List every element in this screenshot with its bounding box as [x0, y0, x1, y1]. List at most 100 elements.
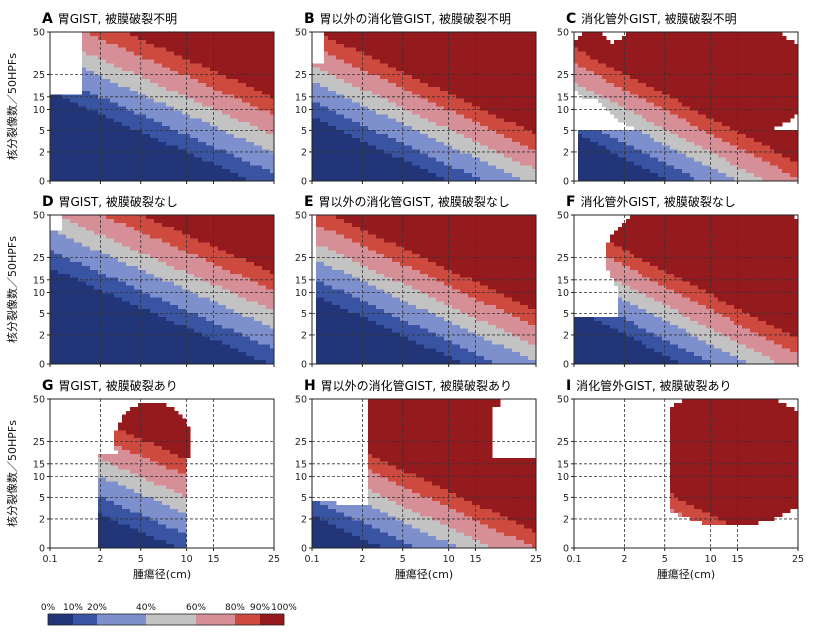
heatmap-cell	[432, 83, 436, 87]
heatmap-cell	[392, 79, 396, 83]
heatmap-cell	[254, 138, 258, 142]
heatmap-cell	[706, 32, 710, 36]
heatmap-cell	[146, 87, 150, 91]
heatmap-cell	[262, 56, 266, 60]
heatmap-cell	[102, 134, 106, 138]
heatmap-cell	[500, 138, 504, 142]
heatmap-cell	[428, 71, 432, 75]
heatmap-cell	[602, 56, 606, 60]
heatmap-cell	[222, 44, 226, 48]
heatmap-cell	[646, 52, 650, 56]
heatmap-cell	[170, 52, 174, 56]
heatmap-cell	[106, 87, 110, 91]
heatmap-cell	[408, 79, 412, 83]
heatmap-cell	[646, 40, 650, 44]
heatmap-cell	[250, 173, 254, 177]
heatmap-cell	[690, 83, 694, 87]
heatmap-cell	[110, 157, 114, 161]
heatmap-cell	[524, 107, 528, 111]
heatmap-cell	[170, 83, 174, 87]
heatmap-cell	[790, 56, 794, 60]
heatmap-cell	[492, 142, 496, 146]
heatmap-cell	[190, 146, 194, 150]
heatmap-cell	[364, 75, 368, 79]
heatmap-cell	[90, 142, 94, 146]
heatmap-cell	[344, 122, 348, 126]
heatmap-cell	[150, 122, 154, 126]
heatmap-cell	[404, 154, 408, 158]
heatmap-cell	[162, 67, 166, 71]
heatmap-cell	[602, 48, 606, 52]
heatmap-cell	[790, 52, 794, 56]
heatmap-cell	[626, 75, 630, 79]
heatmap-cell	[138, 87, 142, 91]
heatmap-cell	[254, 48, 258, 52]
heatmap-cell	[54, 114, 58, 118]
heatmap-cell	[476, 114, 480, 118]
heatmap-cell	[348, 154, 352, 158]
heatmap-cell	[226, 67, 230, 71]
heatmap-cell	[444, 122, 448, 126]
heatmap-cell	[238, 118, 242, 122]
heatmap-cell	[512, 83, 516, 87]
heatmap-cell	[690, 71, 694, 75]
heatmap-cell	[316, 110, 320, 114]
heatmap-cell	[440, 75, 444, 79]
heatmap-cell	[110, 134, 114, 138]
heatmap-cell	[516, 157, 520, 161]
heatmap-cell	[380, 91, 384, 95]
heatmap-cell	[504, 79, 508, 83]
heatmap-cell	[348, 157, 352, 161]
heatmap-cell	[246, 52, 250, 56]
heatmap-cell	[484, 32, 488, 36]
heatmap-cell	[582, 71, 586, 75]
heatmap-cell	[138, 67, 142, 71]
heatmap-cell	[412, 40, 416, 44]
heatmap-cell	[258, 52, 262, 56]
heatmap-cell	[578, 67, 582, 71]
heatmap-cell	[190, 59, 194, 63]
heatmap-cell	[496, 87, 500, 91]
heatmap-cell	[388, 118, 392, 122]
heatmap-cell	[74, 146, 78, 150]
heatmap-cell	[218, 87, 222, 91]
heatmap-cell	[582, 36, 586, 40]
heatmap-cell	[404, 36, 408, 40]
heatmap-cell	[598, 71, 602, 75]
heatmap-cell	[110, 142, 114, 146]
heatmap-cell	[484, 165, 488, 169]
heatmap-cell	[142, 32, 146, 36]
heatmap-cell	[344, 52, 348, 56]
heatmap-cell	[324, 75, 328, 79]
heatmap-cell	[316, 169, 320, 173]
heatmap-cell	[436, 67, 440, 71]
heatmap-cell	[464, 165, 468, 169]
heatmap-cell	[146, 75, 150, 79]
heatmap-cell	[610, 48, 614, 52]
heatmap-cell	[380, 99, 384, 103]
heatmap-cell	[222, 157, 226, 161]
heatmap-cell	[524, 169, 528, 173]
heatmap-cell	[316, 91, 320, 95]
heatmap-cell	[698, 63, 702, 67]
heatmap-cell	[94, 75, 98, 79]
heatmap-cell	[190, 75, 194, 79]
heatmap-cell	[74, 169, 78, 173]
heatmap-cell	[174, 114, 178, 118]
heatmap-cell	[602, 71, 606, 75]
heatmap-cell	[404, 75, 408, 79]
heatmap-cell	[242, 142, 246, 146]
heatmap-cell	[86, 173, 90, 177]
heatmap-cell	[412, 161, 416, 165]
heatmap-cell	[606, 67, 610, 71]
heatmap-cell	[258, 107, 262, 111]
heatmap-cell	[352, 99, 356, 103]
heatmap-cell	[250, 146, 254, 150]
heatmap-cell	[170, 59, 174, 63]
heatmap-cell	[222, 161, 226, 165]
heatmap-cell	[146, 110, 150, 114]
heatmap-cell	[682, 75, 686, 79]
heatmap-cell	[356, 63, 360, 67]
heatmap-cell	[496, 83, 500, 87]
heatmap-cell	[266, 134, 270, 138]
